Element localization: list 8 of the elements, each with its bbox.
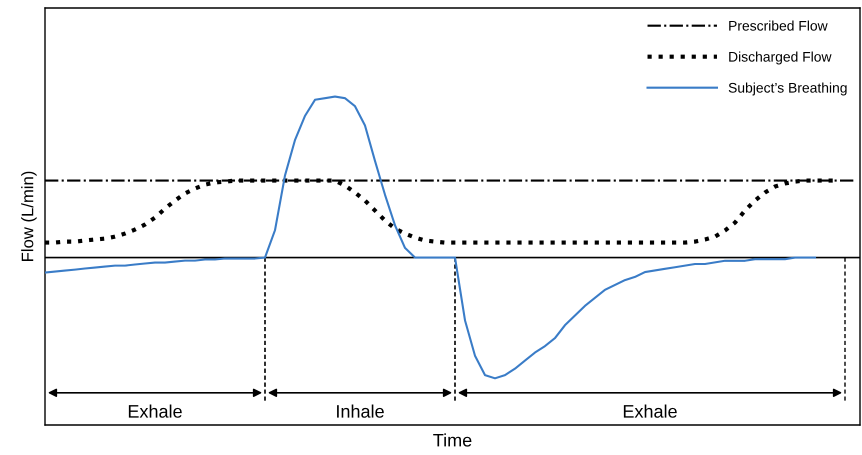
legend-label: Prescribed Flow	[729, 20, 828, 31]
text: Inhale	[337, 404, 384, 418]
x-axis-title: Time	[433, 433, 472, 447]
text: Exhale	[624, 404, 677, 418]
legend-label: Subject’s Breathing	[728, 82, 847, 96]
y-axis-title: Flow (L/min)	[21, 172, 37, 261]
legend-label: Discharged Flow	[729, 52, 832, 64]
text: Exhale	[128, 404, 182, 418]
